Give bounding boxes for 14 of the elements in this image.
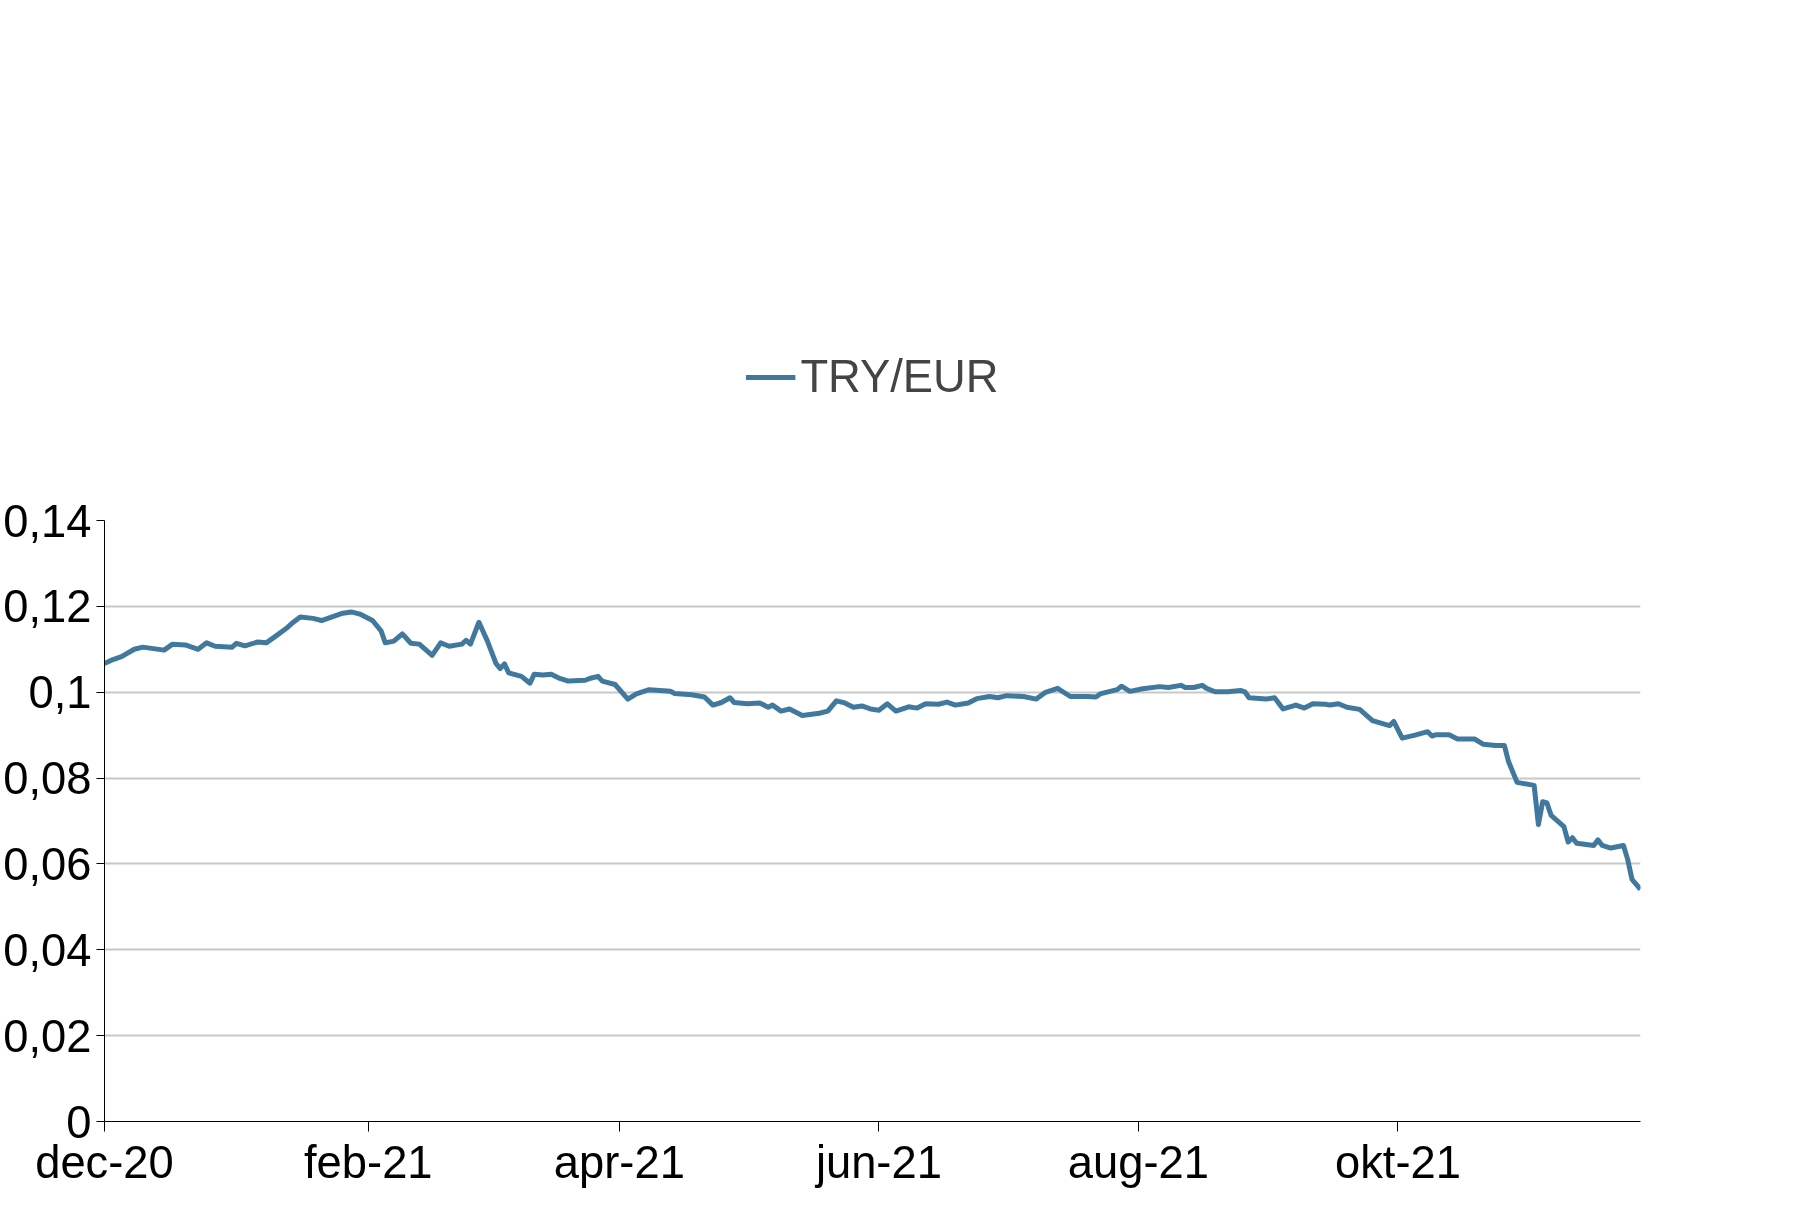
y-tick-label: 0,04 (3, 924, 92, 976)
y-tick-label: 0,1 (28, 667, 92, 719)
x-tick-label: jun-21 (813, 1136, 942, 1188)
x-tick-label: okt-21 (1334, 1136, 1461, 1188)
y-tick-label: 0,12 (3, 581, 92, 633)
y-tick-label: 0,02 (3, 1010, 92, 1062)
x-tick-label: aug-21 (1067, 1136, 1210, 1188)
legend-label: TRY/EUR (800, 351, 999, 403)
x-tick-label: feb-21 (304, 1136, 433, 1188)
x-tick-label: apr-21 (553, 1136, 685, 1188)
y-tick-label: 0,14 (3, 495, 92, 547)
y-tick-label: 0,06 (3, 838, 92, 890)
y-tick-label: 0,08 (3, 753, 92, 805)
y-tick-label: 0 (66, 1096, 92, 1148)
